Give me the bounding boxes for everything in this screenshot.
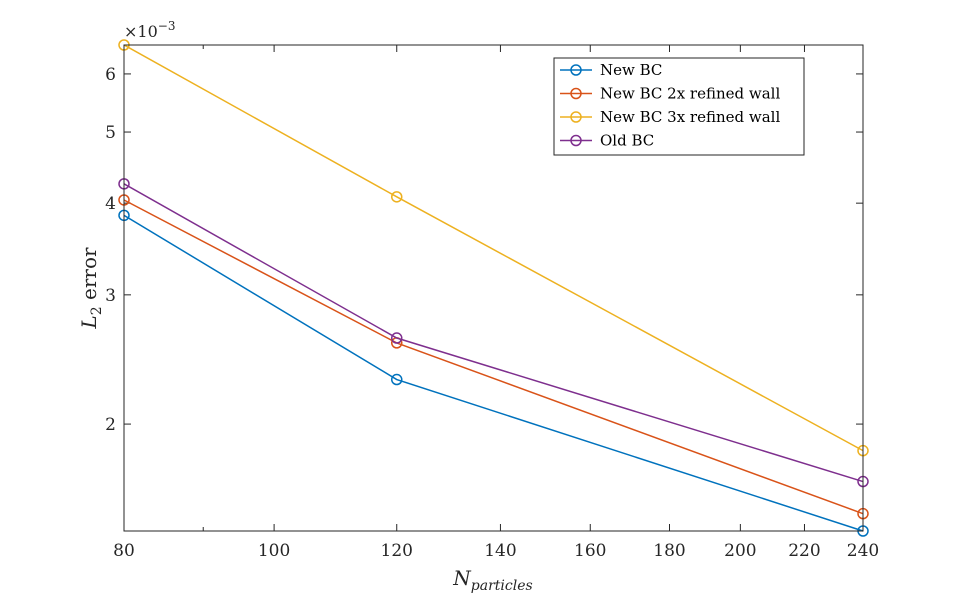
legend-swatch-marker [570,111,582,123]
y-tick-label: 2 [105,415,116,435]
legend: New BC New BC 2x refined wall New BC 3x re… [553,57,805,156]
y-axis-title: L2 error [77,247,105,330]
legend-swatch-marker [570,87,582,100]
x-tick-label: 100 [258,541,290,561]
series-line [123,183,864,483]
legend-label: Old BC [600,132,654,150]
data-point [390,332,403,344]
x-tick-label: 140 [484,541,516,561]
legend-label: New BC 3x refined wall [600,108,780,126]
legend-box [553,57,805,156]
legend-item: New BC [560,61,662,79]
series-layer [118,39,869,537]
y-tick-label: 4 [105,194,116,214]
y-tick-label: 3 [105,286,116,306]
x-axis-title: Nparticles [452,566,532,594]
data-point [390,373,403,386]
x-tick-label: 220 [788,541,820,561]
x-tick-label: 160 [574,541,606,561]
legend-item: New BC 3x refined wall [560,108,780,126]
x-tick-label: 200 [724,541,756,561]
legend-item: Old BC [560,132,654,150]
x-tick-label: 180 [653,541,685,561]
legend-label: New BC 2x refined wall [600,85,780,103]
series-line [123,214,864,532]
legend-swatch-marker [570,64,582,76]
axis-ticks [123,45,864,531]
legend-label: New BC [600,61,662,79]
data-point [390,191,403,203]
x-tick-labels: 80 100 120 140 160 180 200 220 240 [113,541,879,561]
y-tick-label: 5 [105,123,116,143]
x-tick-label: 80 [113,541,135,561]
x-tick-label: 240 [847,541,879,561]
plot-frame [123,44,864,532]
x-tick-label: 120 [381,541,413,561]
legend-item: New BC 2x refined wall [560,85,780,103]
series-line [123,44,864,452]
y-exponent-label: ×10−3 [124,19,175,41]
y-tick-label: 6 [105,65,116,85]
y-tick-labels: 2 3 4 5 6 [105,65,116,435]
legend-swatch-marker [570,134,582,147]
